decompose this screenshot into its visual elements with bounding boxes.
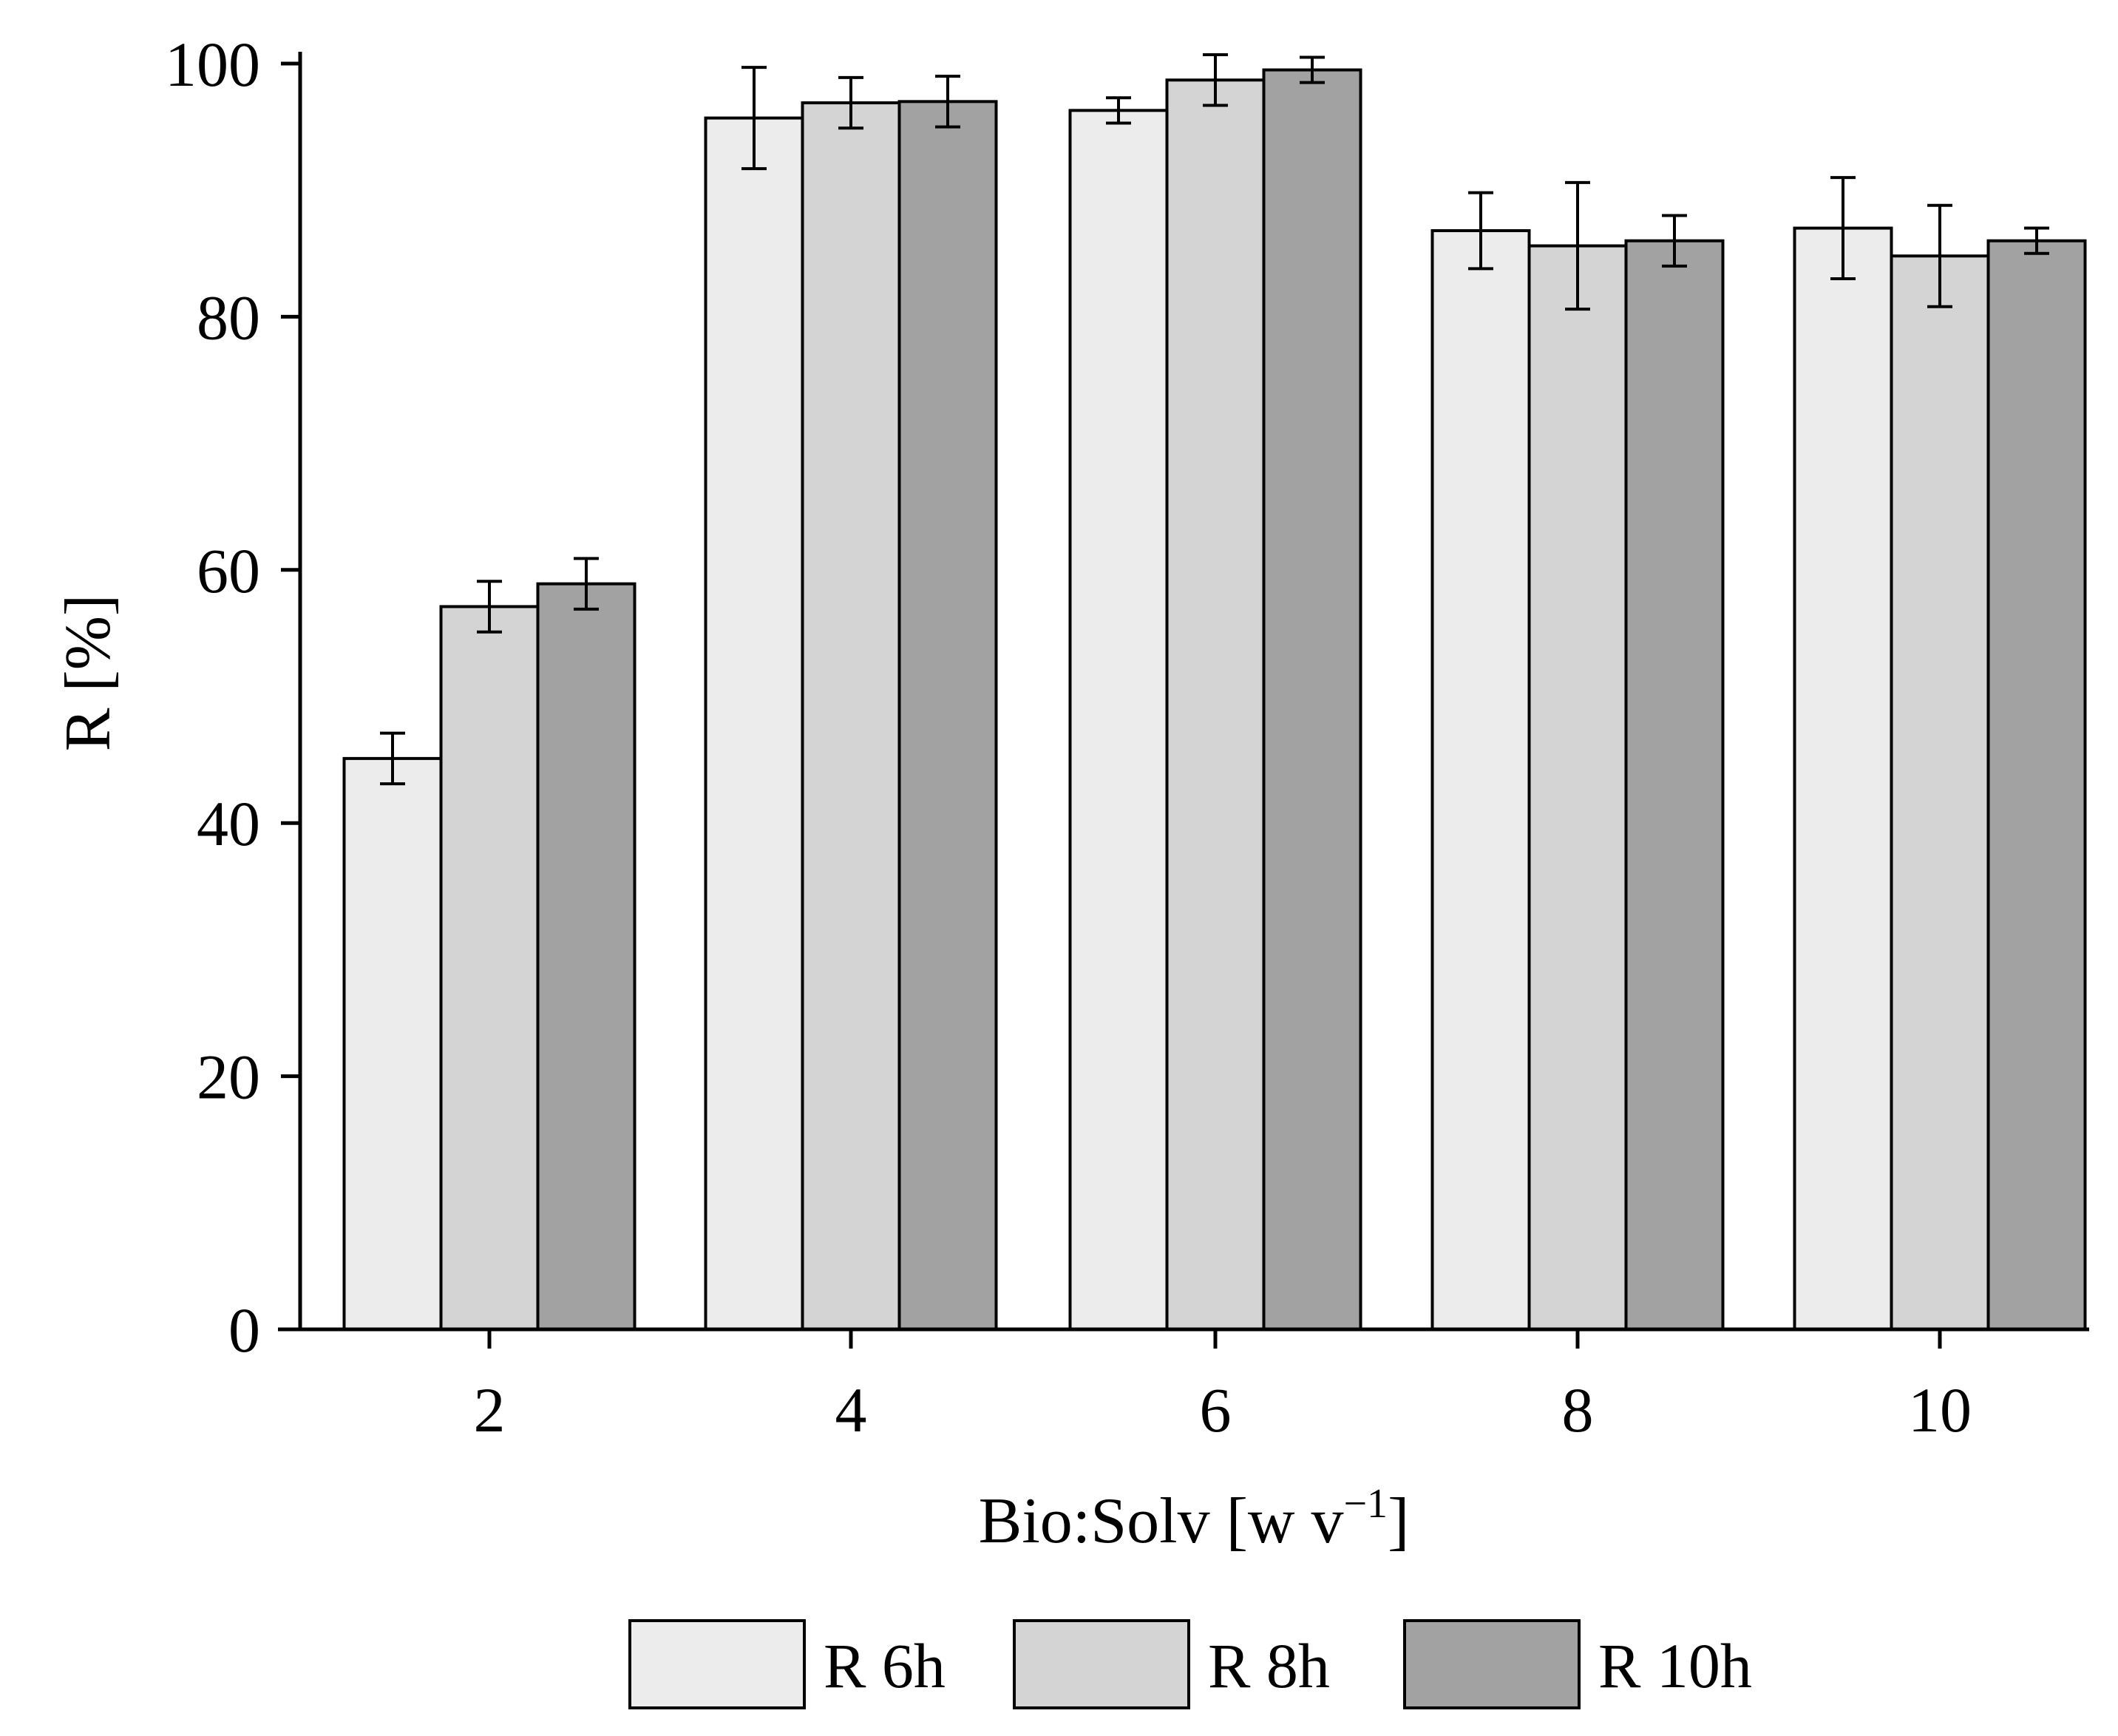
bar-r-6h-cat-4 [704, 116, 804, 1332]
y-tick-label: 20 [197, 1042, 260, 1113]
x-tick-label: 2 [474, 1374, 506, 1445]
x-tick-label: 6 [1200, 1374, 1232, 1445]
bar-r-10h-cat-6 [1262, 68, 1362, 1331]
error-bar-r-10h-cat-2 [574, 557, 599, 611]
legend: R 6h R 8h R 10h [628, 1619, 1752, 1709]
legend-swatch [1013, 1619, 1190, 1709]
bar-r-6h-cat-2 [342, 756, 443, 1331]
legend-swatch [1403, 1619, 1581, 1709]
legend-label: R 8h [1208, 1630, 1330, 1701]
bar-r-8h-cat-4 [801, 101, 901, 1331]
error-bar-r-8h-cat-8 [1565, 180, 1590, 311]
bar-r-8h-cat-8 [1527, 244, 1628, 1332]
legend-label: R 10h [1598, 1630, 1752, 1701]
y-ticks-layer: 0 20 40 60 80 100 [165, 29, 300, 1366]
error-bar-r-8h-cat-10 [1927, 203, 1952, 308]
x-axis-label-close: ] [1388, 1485, 1409, 1557]
bar-r-8h-cat-6 [1165, 78, 1266, 1332]
x-tick-label: 10 [1908, 1374, 1972, 1445]
bar-r-8h-cat-2 [439, 605, 540, 1331]
error-bar-r-10h-cat-6 [1300, 55, 1325, 84]
x-tick-label: 4 [835, 1374, 867, 1445]
error-bar-r-10h-cat-10 [2024, 226, 2049, 255]
legend-item-r-10h: R 10h [1403, 1619, 1752, 1709]
axes-layer [278, 52, 2089, 1332]
x-ticks-layer: 2 4 6 8 10 [474, 1329, 1972, 1445]
error-bar-r-6h-cat-4 [741, 66, 767, 171]
legend-swatch [628, 1619, 806, 1709]
x-axis-label-exponent: −1 [1343, 1481, 1388, 1527]
y-tick-label: 40 [197, 788, 260, 859]
bar-r-10h-cat-10 [1986, 239, 2087, 1331]
bar-r-6h-cat-8 [1430, 228, 1531, 1331]
bar-r-8h-cat-10 [1890, 254, 1990, 1331]
legend-item-r-6h: R 6h [628, 1619, 946, 1709]
bar-r-10h-cat-2 [536, 582, 637, 1331]
error-bar-r-10h-cat-4 [935, 75, 960, 129]
error-bar-r-8h-cat-2 [477, 580, 502, 634]
error-bar-r-8h-cat-6 [1203, 53, 1228, 107]
bar-r-6h-cat-10 [1793, 226, 1893, 1331]
error-bar-r-8h-cat-4 [838, 75, 863, 130]
y-tick-label: 60 [197, 535, 260, 606]
y-tick-label: 80 [197, 282, 260, 353]
x-axis-label: Bio:Solv [w v−1] [979, 1481, 1410, 1557]
error-bar-r-6h-cat-2 [380, 731, 405, 786]
error-bars-layer [380, 53, 2049, 786]
error-bar-r-6h-cat-10 [1830, 176, 1856, 281]
error-bar-r-6h-cat-8 [1468, 191, 1493, 271]
legend-label: R 6h [824, 1630, 946, 1701]
bar-r-10h-cat-4 [897, 100, 998, 1332]
y-tick-label: 0 [228, 1295, 260, 1366]
error-bar-r-10h-cat-8 [1662, 214, 1687, 268]
bar-r-10h-cat-8 [1624, 239, 1725, 1331]
legend-item-r-8h: R 8h [1013, 1619, 1330, 1709]
x-axis-label-main: Bio:Solv [w v [979, 1485, 1344, 1557]
bars-layer [342, 68, 2087, 1332]
y-axis-label: R [%] [52, 594, 124, 752]
x-tick-label: 8 [1562, 1374, 1594, 1445]
error-bar-r-6h-cat-6 [1106, 96, 1131, 125]
y-tick-label: 100 [165, 29, 260, 100]
bar-r-6h-cat-6 [1068, 109, 1169, 1331]
